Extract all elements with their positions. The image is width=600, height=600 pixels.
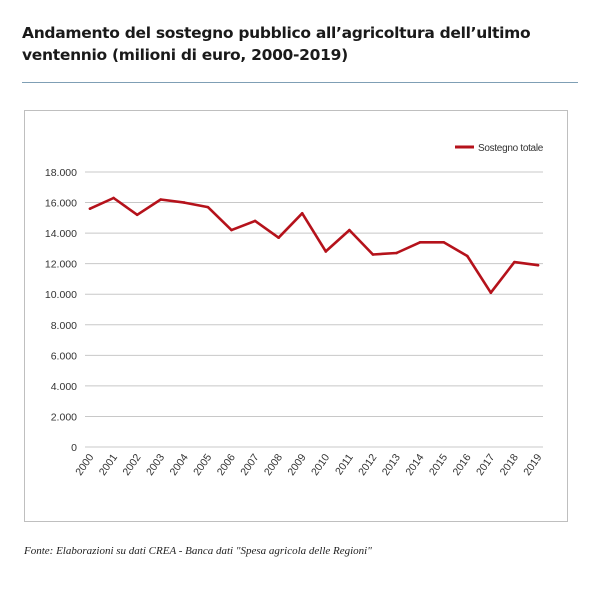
data-point xyxy=(465,254,469,258)
data-point xyxy=(230,228,233,232)
x-tick-label: 2016 xyxy=(450,452,473,478)
x-tick-label: 2003 xyxy=(144,452,167,478)
x-tick-label: 2018 xyxy=(498,452,521,478)
x-tick-label: 2019 xyxy=(521,452,544,478)
x-tick-label: 2010 xyxy=(309,452,332,478)
y-tick-label: 4.000 xyxy=(51,381,77,393)
x-tick-label: 2007 xyxy=(238,452,261,478)
x-tick-label: 2017 xyxy=(474,452,497,478)
data-point xyxy=(253,219,257,223)
x-tick-label: 2011 xyxy=(333,452,356,478)
y-tick-label: 2.000 xyxy=(51,411,77,423)
data-point xyxy=(536,263,540,267)
data-point xyxy=(513,260,516,264)
series-line-sostegno-totale xyxy=(88,196,540,295)
source-note: Fonte: Elaborazioni su dati CREA - Banca… xyxy=(24,545,372,557)
title-divider xyxy=(22,82,578,83)
y-tick-label: 8.000 xyxy=(51,320,77,332)
x-tick-label: 2015 xyxy=(427,452,450,478)
data-point xyxy=(324,250,328,253)
x-tick-label: 2013 xyxy=(380,452,403,478)
y-tick-label: 0 xyxy=(71,442,77,454)
data-point xyxy=(442,240,445,244)
y-tick-label: 14.000 xyxy=(45,228,77,240)
data-point xyxy=(206,205,210,209)
x-tick-label: 2014 xyxy=(403,452,426,478)
data-point xyxy=(112,196,115,200)
x-tick-label: 2008 xyxy=(262,452,285,478)
data-point xyxy=(300,211,304,215)
x-tick-label: 2002 xyxy=(120,452,143,478)
x-tick-label: 2000 xyxy=(73,452,96,478)
data-point xyxy=(418,240,422,244)
x-tick-label: 2005 xyxy=(191,452,214,478)
legend-label: Sostegno totale xyxy=(478,143,544,154)
data-point xyxy=(159,198,163,201)
data-point xyxy=(371,253,375,256)
y-tick-label: 12.000 xyxy=(45,259,77,271)
data-point xyxy=(395,251,398,255)
y-tick-label: 6.000 xyxy=(51,350,77,362)
chart-frame xyxy=(24,110,568,522)
y-tick-label: 10.000 xyxy=(45,289,77,301)
x-tick-label: 2004 xyxy=(168,452,191,478)
x-tick-label: 2012 xyxy=(356,452,379,478)
y-tick-label: 18.000 xyxy=(45,167,77,179)
data-point xyxy=(183,201,186,204)
x-tick-label: 2006 xyxy=(215,452,238,478)
data-point xyxy=(348,228,351,232)
y-tick-label: 16.000 xyxy=(45,198,77,210)
data-point xyxy=(88,207,92,210)
data-point xyxy=(277,236,280,239)
data-point xyxy=(489,291,493,294)
data-point xyxy=(135,213,139,217)
chart-title: Andamento del sostegno pubblico all’agri… xyxy=(22,24,531,64)
x-tick-label: 2009 xyxy=(285,452,308,478)
x-tick-label: 2001 xyxy=(97,452,120,478)
